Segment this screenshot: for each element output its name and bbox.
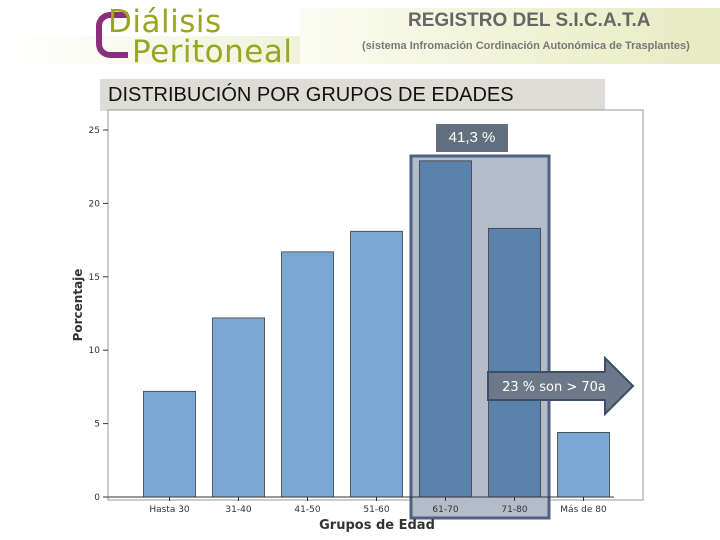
bars-group (108, 160, 614, 498)
arrow-annotation: 23 % son > 70a (487, 355, 635, 417)
bar-41-50 (281, 251, 334, 498)
registry-subtitle: (sistema Infromación Cordinación Autonóm… (362, 40, 690, 52)
x-axis-label: Grupos de Edad (319, 518, 435, 533)
x-tick-label: 41-50 (294, 505, 320, 515)
y-tick-label: 25 (89, 126, 100, 136)
registry-title: REGISTRO DEL S.I.C.A.T.A (408, 10, 651, 31)
bar-61-70 (419, 160, 472, 498)
logo-text-line1: Diálisis (108, 4, 222, 40)
y-tick-label: 5 (94, 420, 100, 430)
x-tick-label: Más de 80 (560, 505, 607, 515)
bar-51-60 (350, 230, 403, 498)
x-tick-label: 61-70 (432, 505, 458, 515)
arrow-icon (487, 355, 635, 417)
x-tick-label: 51-60 (363, 505, 389, 515)
bar-m-s-de-80 (557, 432, 610, 498)
bar-31-40 (212, 317, 265, 498)
arrow-annotation-text: 23 % son > 70a (502, 380, 606, 395)
y-axis-label: Porcentaje (71, 269, 85, 342)
x-axis: Hasta 30 31-40 41-50 51-60 61-70 71-80 Más de … (149, 497, 607, 515)
x-tick-label: Hasta 30 (149, 505, 190, 515)
bar-hasta-30 (143, 390, 196, 498)
y-tick-label: 0 (94, 493, 100, 503)
header-banner: Diálisis Peritoneal REGISTRO DEL S.I.C.A… (0, 0, 720, 70)
y-tick-label: 20 (89, 199, 101, 209)
logo-text-line2: Peritoneal (132, 34, 293, 70)
y-tick-label: 15 (89, 273, 100, 283)
highlight-percentage-label: 41,3 % (436, 124, 508, 152)
logo-mark-icon (96, 12, 128, 58)
header-band (300, 8, 720, 64)
y-tick-label: 10 (89, 346, 101, 356)
bar-71-80 (488, 227, 541, 498)
y-axis: 0 5 10 15 20 25 (89, 126, 109, 503)
x-tick-label: 31-40 (225, 505, 251, 515)
x-tick-label: 71-80 (501, 505, 527, 515)
chart-title: DISTRIBUCIÓN POR GRUPOS DE EDADES (100, 79, 605, 111)
